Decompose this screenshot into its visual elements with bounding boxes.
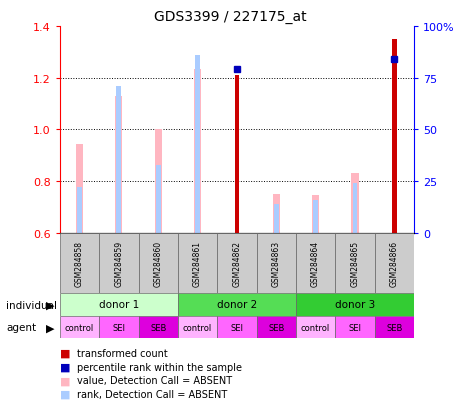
Bar xyxy=(295,233,335,293)
Bar xyxy=(178,233,217,293)
Text: GSM284865: GSM284865 xyxy=(350,240,358,286)
Text: donor 3: donor 3 xyxy=(334,299,374,310)
Text: ■: ■ xyxy=(60,348,70,358)
Bar xyxy=(352,184,357,233)
Bar xyxy=(60,293,178,316)
Bar xyxy=(234,76,239,233)
Bar xyxy=(138,233,178,293)
Bar xyxy=(311,196,319,233)
Bar xyxy=(195,56,200,233)
Bar xyxy=(374,233,413,293)
Text: GSM284863: GSM284863 xyxy=(271,240,280,286)
Text: donor 2: donor 2 xyxy=(216,299,257,310)
Text: ■: ■ xyxy=(60,389,70,399)
Bar xyxy=(295,293,413,316)
Text: GSM284862: GSM284862 xyxy=(232,240,241,286)
Text: GSM284864: GSM284864 xyxy=(310,240,319,286)
Text: percentile rank within the sample: percentile rank within the sample xyxy=(77,362,242,372)
Text: SEI: SEI xyxy=(112,323,125,332)
Bar xyxy=(217,316,256,339)
Text: control: control xyxy=(300,323,330,332)
Text: SEI: SEI xyxy=(230,323,243,332)
Text: SEB: SEB xyxy=(150,323,166,332)
Bar xyxy=(156,165,160,233)
Bar xyxy=(99,316,138,339)
Text: ▶: ▶ xyxy=(46,300,54,310)
Text: GSM284859: GSM284859 xyxy=(114,240,123,286)
Text: ■: ■ xyxy=(60,362,70,372)
Text: SEI: SEI xyxy=(348,323,361,332)
Bar xyxy=(256,233,295,293)
Text: GSM284861: GSM284861 xyxy=(193,240,202,286)
Bar xyxy=(313,200,317,233)
Bar xyxy=(60,316,99,339)
Bar xyxy=(335,233,374,293)
Bar xyxy=(194,69,201,233)
Bar xyxy=(217,233,256,293)
Bar xyxy=(99,233,138,293)
Text: individual: individual xyxy=(6,300,57,310)
Bar xyxy=(138,316,178,339)
Text: ■: ■ xyxy=(60,375,70,385)
Bar xyxy=(256,316,295,339)
Bar xyxy=(272,195,279,233)
Bar xyxy=(295,316,335,339)
Bar xyxy=(335,316,374,339)
Bar xyxy=(351,174,358,233)
Text: GSM284858: GSM284858 xyxy=(75,240,84,286)
Text: transformed count: transformed count xyxy=(77,348,168,358)
Text: value, Detection Call = ABSENT: value, Detection Call = ABSENT xyxy=(77,375,232,385)
Bar xyxy=(178,316,217,339)
Bar xyxy=(374,316,413,339)
Bar xyxy=(116,87,121,233)
Text: donor 1: donor 1 xyxy=(99,299,139,310)
Text: rank, Detection Call = ABSENT: rank, Detection Call = ABSENT xyxy=(77,389,227,399)
Text: GDS3399 / 227175_at: GDS3399 / 227175_at xyxy=(153,10,306,24)
Bar xyxy=(391,40,396,233)
Text: ▶: ▶ xyxy=(46,323,54,332)
Text: control: control xyxy=(65,323,94,332)
Text: GSM284860: GSM284860 xyxy=(153,240,162,286)
Bar xyxy=(60,233,99,293)
Text: control: control xyxy=(183,323,212,332)
Bar xyxy=(76,144,83,233)
Bar xyxy=(273,204,278,233)
Text: SEB: SEB xyxy=(268,323,284,332)
Text: agent: agent xyxy=(6,323,36,332)
Bar xyxy=(178,293,295,316)
Bar xyxy=(77,188,82,233)
Text: GSM284866: GSM284866 xyxy=(389,240,398,286)
Bar xyxy=(154,130,162,233)
Text: SEB: SEB xyxy=(385,323,402,332)
Bar xyxy=(115,97,122,233)
